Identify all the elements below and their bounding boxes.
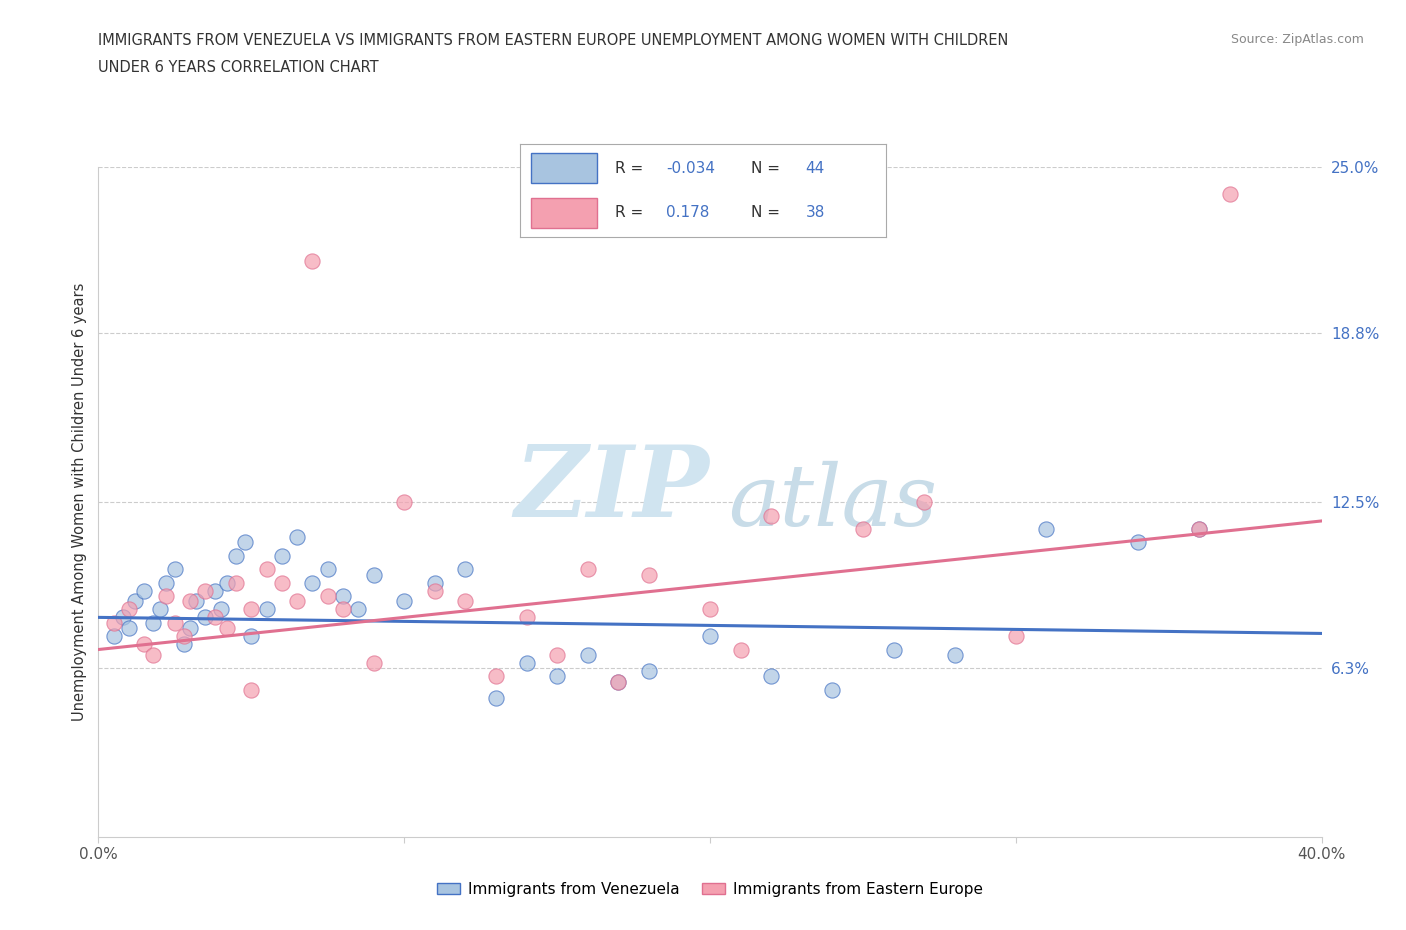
Point (852, 522, 875, 537)
Point (454, 594, 477, 609)
Point (301, 254, 323, 269)
Text: ZIP: ZIP (515, 441, 710, 537)
Point (546, 647, 568, 662)
Text: 44: 44 (806, 161, 824, 176)
Point (233, 535, 256, 550)
Point (363, 567, 385, 582)
Point (316, 562, 339, 577)
Point (173, 637, 195, 652)
Point (285, 529, 308, 544)
Point (155, 589, 177, 604)
Point (155, 575, 177, 590)
Point (1004, 629, 1026, 644)
Point (194, 583, 217, 598)
Point (240, 629, 263, 644)
Point (186, 594, 208, 609)
Point (392, 594, 416, 609)
Point (576, 647, 599, 662)
Point (163, 562, 186, 577)
Point (423, 583, 446, 598)
Y-axis label: Unemployment Among Women with Children Under 6 years: Unemployment Among Women with Children U… (72, 283, 87, 722)
Point (111, 610, 134, 625)
Point (1188, 522, 1211, 537)
Point (485, 690, 508, 705)
Point (256, 562, 278, 577)
Point (215, 575, 238, 590)
Point (256, 602, 278, 617)
Point (163, 616, 186, 631)
Point (240, 683, 263, 698)
FancyBboxPatch shape (531, 153, 598, 183)
Point (423, 575, 446, 590)
Point (270, 575, 292, 590)
Legend: Immigrants from Venezuela, Immigrants from Eastern Europe: Immigrants from Venezuela, Immigrants fr… (432, 876, 988, 903)
Point (1188, 522, 1211, 537)
Point (347, 602, 370, 617)
Point (142, 647, 165, 662)
Point (332, 589, 354, 604)
Point (204, 610, 226, 625)
Point (332, 602, 354, 617)
Point (637, 663, 661, 678)
Text: -0.034: -0.034 (666, 161, 716, 176)
Point (124, 594, 146, 609)
Text: 38: 38 (806, 206, 825, 220)
Point (912, 495, 935, 510)
Point (821, 683, 844, 698)
Text: R =: R = (616, 161, 644, 176)
Point (516, 656, 538, 671)
Point (759, 508, 782, 523)
Point (285, 594, 308, 609)
Text: UNDER 6 YEARS CORRELATION CHART: UNDER 6 YEARS CORRELATION CHART (98, 60, 380, 75)
Point (134, 583, 156, 598)
Point (179, 594, 201, 609)
Point (699, 602, 721, 617)
Text: N =: N = (751, 161, 779, 176)
Point (759, 669, 782, 684)
Text: Source: ZipAtlas.com: Source: ZipAtlas.com (1230, 33, 1364, 46)
Point (699, 629, 721, 644)
Point (103, 616, 125, 631)
Point (270, 549, 292, 564)
Point (485, 669, 508, 684)
Point (1128, 535, 1150, 550)
Point (637, 567, 661, 582)
Text: IMMIGRANTS FROM VENEZUELA VS IMMIGRANTS FROM EASTERN EUROPE UNEMPLOYMENT AMONG W: IMMIGRANTS FROM VENEZUELA VS IMMIGRANTS … (98, 33, 1008, 47)
Point (118, 602, 141, 617)
Point (179, 620, 201, 635)
Point (607, 674, 630, 689)
Point (142, 616, 165, 631)
Point (607, 674, 630, 689)
Point (225, 575, 247, 590)
Point (149, 602, 172, 617)
Point (301, 575, 323, 590)
FancyBboxPatch shape (531, 198, 598, 228)
Text: R =: R = (616, 206, 644, 220)
Point (883, 642, 905, 657)
Point (363, 656, 385, 671)
Point (1219, 187, 1241, 202)
Point (204, 583, 226, 598)
Point (194, 610, 217, 625)
Point (103, 629, 125, 644)
Point (546, 669, 568, 684)
Point (576, 562, 599, 577)
Text: N =: N = (751, 206, 779, 220)
Text: atlas: atlas (728, 461, 936, 543)
Point (209, 602, 232, 617)
Point (730, 642, 752, 657)
Point (943, 647, 966, 662)
Point (516, 610, 538, 625)
Point (240, 602, 263, 617)
Point (173, 629, 195, 644)
Text: 0.178: 0.178 (666, 206, 710, 220)
Point (316, 589, 339, 604)
Point (1035, 522, 1057, 537)
Point (134, 637, 156, 652)
Point (225, 549, 247, 564)
Point (118, 620, 141, 635)
Point (215, 620, 238, 635)
Point (454, 562, 477, 577)
Point (392, 495, 416, 510)
